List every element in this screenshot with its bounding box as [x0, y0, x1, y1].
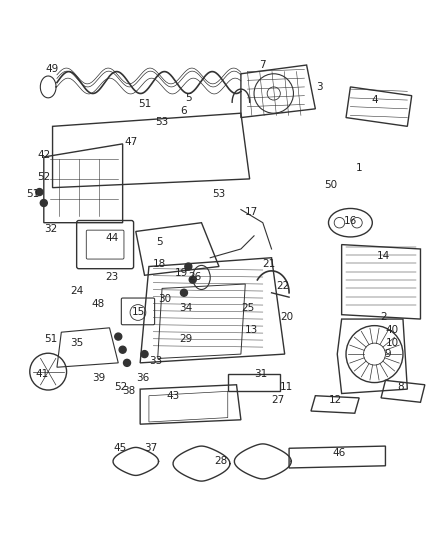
- Text: 9: 9: [384, 349, 391, 359]
- Text: 21: 21: [263, 260, 276, 269]
- Text: 33: 33: [149, 356, 162, 366]
- Text: 51: 51: [44, 334, 57, 344]
- Text: 45: 45: [114, 443, 127, 453]
- Text: 3: 3: [316, 82, 323, 92]
- Text: 23: 23: [105, 272, 118, 282]
- Text: 16: 16: [344, 215, 357, 225]
- Text: 20: 20: [280, 312, 293, 322]
- Text: 53: 53: [212, 189, 226, 199]
- Text: 52: 52: [114, 382, 127, 392]
- Text: 12: 12: [328, 395, 342, 405]
- Circle shape: [119, 346, 126, 353]
- Text: 40: 40: [385, 325, 399, 335]
- Text: 17: 17: [245, 207, 258, 217]
- Circle shape: [40, 199, 47, 206]
- Text: 2: 2: [380, 312, 387, 322]
- Circle shape: [141, 351, 148, 358]
- Circle shape: [124, 359, 131, 366]
- Text: 8: 8: [397, 382, 404, 392]
- Text: 51: 51: [138, 100, 151, 109]
- Circle shape: [115, 333, 122, 340]
- Text: 46: 46: [333, 448, 346, 458]
- Text: 25: 25: [241, 303, 254, 313]
- Text: 44: 44: [105, 233, 118, 243]
- Circle shape: [36, 189, 43, 196]
- Text: 24: 24: [70, 286, 83, 296]
- Text: 36: 36: [136, 373, 149, 383]
- Text: 6: 6: [180, 106, 187, 116]
- Text: 30: 30: [158, 294, 171, 304]
- Circle shape: [180, 289, 187, 296]
- Circle shape: [185, 263, 192, 270]
- Text: 28: 28: [215, 456, 228, 466]
- Text: 51: 51: [26, 189, 39, 199]
- Text: 15: 15: [131, 308, 145, 318]
- Text: 7: 7: [259, 60, 266, 70]
- Text: 37: 37: [145, 443, 158, 453]
- Text: 13: 13: [245, 325, 258, 335]
- Text: 11: 11: [280, 382, 293, 392]
- Text: 22: 22: [276, 281, 289, 291]
- Text: 35: 35: [70, 338, 83, 348]
- Text: 32: 32: [44, 224, 57, 235]
- Text: 42: 42: [37, 150, 50, 160]
- Text: 41: 41: [35, 369, 48, 379]
- Text: 50: 50: [324, 181, 337, 190]
- Text: 49: 49: [46, 64, 59, 75]
- Text: 38: 38: [123, 386, 136, 397]
- Circle shape: [189, 276, 196, 283]
- Text: 14: 14: [377, 251, 390, 261]
- Text: 4: 4: [371, 95, 378, 105]
- Text: 1: 1: [356, 163, 363, 173]
- Text: 19: 19: [175, 268, 188, 278]
- Text: 29: 29: [180, 334, 193, 344]
- Text: 10: 10: [385, 338, 399, 348]
- Text: 26: 26: [188, 272, 201, 282]
- Text: 43: 43: [166, 391, 180, 401]
- Text: 5: 5: [156, 237, 163, 247]
- Text: 47: 47: [125, 136, 138, 147]
- Text: 31: 31: [254, 369, 267, 379]
- Text: 52: 52: [37, 172, 50, 182]
- Text: 5: 5: [185, 93, 192, 103]
- Text: 27: 27: [272, 395, 285, 405]
- Text: 48: 48: [92, 298, 105, 309]
- Text: 39: 39: [92, 373, 105, 383]
- Text: 34: 34: [180, 303, 193, 313]
- Text: 53: 53: [155, 117, 169, 127]
- Text: 18: 18: [153, 260, 166, 269]
